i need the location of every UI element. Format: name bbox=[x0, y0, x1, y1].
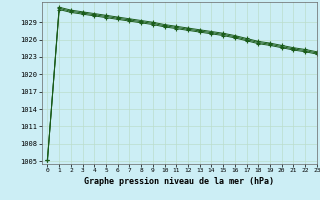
X-axis label: Graphe pression niveau de la mer (hPa): Graphe pression niveau de la mer (hPa) bbox=[84, 177, 274, 186]
